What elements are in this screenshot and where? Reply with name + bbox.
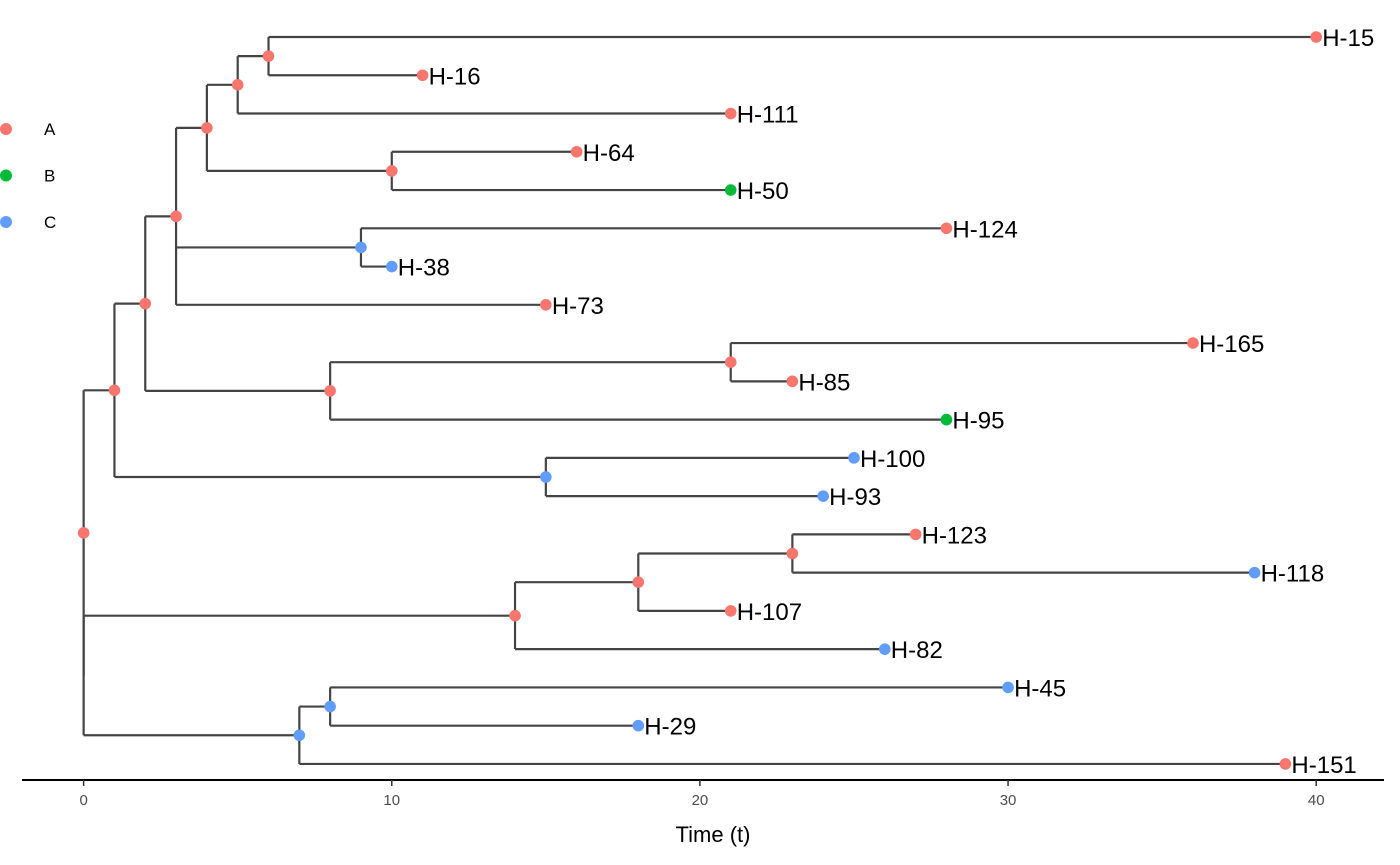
legend: A B C <box>0 120 56 232</box>
tip-node-H-100 <box>848 452 860 464</box>
tip-label-H-118: H-118 <box>1261 561 1325 588</box>
tip-label-H-165: H-165 <box>1199 331 1264 358</box>
internal-node-n6 <box>262 50 275 62</box>
branches-group <box>82 35 1317 766</box>
tip-labels-group: H-15 H-16 H-111 H-64 H-50 H-124 H-38 H-73 H-165 H… <box>398 25 1374 779</box>
tip-label-H-85: H-85 <box>798 369 850 396</box>
tip-label-H-38: H-38 <box>398 255 450 282</box>
tip-label-H-95: H-95 <box>952 408 1004 435</box>
tip-label-H-15: H-15 <box>1322 25 1374 52</box>
nodes-group <box>77 31 1323 770</box>
tip-node-H-95 <box>940 413 953 426</box>
tip-label-H-16: H-16 <box>429 63 481 90</box>
tip-label-H-50: H-50 <box>737 178 789 205</box>
x-axis-ticks: 0 10 20 30 40 <box>79 780 1325 809</box>
internal-node-n2 <box>139 297 152 310</box>
internal-node-n12 <box>540 471 552 483</box>
tip-node-H-64 <box>570 145 583 158</box>
tip-node-H-50 <box>724 184 737 196</box>
tip-node-H-73 <box>540 299 552 311</box>
internal-node-n17 <box>786 547 799 560</box>
tip-node-H-123 <box>909 528 922 541</box>
tip-label-H-45: H-45 <box>1014 675 1066 702</box>
internal-node-n3 <box>170 210 182 223</box>
legend-label-B: B <box>44 167 55 186</box>
x-tick-label-40: 40 <box>1308 792 1325 809</box>
tip-node-H-118 <box>1248 566 1261 579</box>
internal-node-n18 <box>293 729 306 742</box>
tip-label-H-64: H-64 <box>583 140 635 167</box>
internal-node-n15 <box>509 609 521 622</box>
tip-node-H-45 <box>1002 681 1014 694</box>
internal-node-n10 <box>724 356 737 369</box>
tip-node-H-111 <box>724 107 737 120</box>
tip-label-H-82: H-82 <box>891 637 943 664</box>
tip-label-H-124: H-124 <box>952 216 1017 243</box>
legend-label-A: A <box>44 120 56 139</box>
tip-label-H-100: H-100 <box>860 446 925 473</box>
legend-key-B <box>0 169 12 182</box>
tip-node-H-16 <box>416 69 429 82</box>
tip-node-H-82 <box>879 643 891 655</box>
tip-label-H-73: H-73 <box>552 293 604 320</box>
tip-node-H-15 <box>1310 31 1323 43</box>
tip-node-H-151 <box>1279 758 1292 770</box>
tip-node-H-124 <box>940 222 953 235</box>
x-tick-label-0: 0 <box>79 792 87 809</box>
internal-node-n16 <box>632 576 645 589</box>
tip-node-H-165 <box>1187 337 1199 349</box>
internal-node-n5 <box>231 79 244 91</box>
internal-node-root <box>77 527 90 539</box>
internal-node-n9 <box>324 385 336 397</box>
internal-node-n19 <box>324 700 336 713</box>
tip-node-H-93 <box>817 490 829 502</box>
tip-label-H-107: H-107 <box>737 599 802 626</box>
internal-node-n8 <box>355 241 367 254</box>
x-tick-label-20: 20 <box>692 792 709 809</box>
x-axis: 0 10 20 30 40 Time (t) <box>22 779 1384 847</box>
tip-label-H-123: H-123 <box>922 522 987 549</box>
tip-node-H-29 <box>632 719 645 732</box>
tip-node-H-85 <box>786 375 799 388</box>
tip-node-H-107 <box>724 605 737 617</box>
internal-node-n7 <box>385 165 398 177</box>
tip-label-H-111: H-111 <box>737 102 799 129</box>
legend-key-C <box>0 216 12 228</box>
x-axis-title: Time (t) <box>676 822 751 847</box>
tip-node-H-38 <box>385 260 398 273</box>
x-tick-label-10: 10 <box>383 792 400 809</box>
legend-label-C: C <box>44 213 56 232</box>
legend-key-A <box>0 123 12 135</box>
tip-label-H-29: H-29 <box>644 714 696 741</box>
tip-label-H-151: H-151 <box>1291 752 1356 779</box>
internal-node-n1 <box>108 384 121 397</box>
tip-label-H-93: H-93 <box>829 484 881 511</box>
internal-node-n4 <box>201 122 213 134</box>
x-tick-label-30: 30 <box>1000 792 1017 809</box>
